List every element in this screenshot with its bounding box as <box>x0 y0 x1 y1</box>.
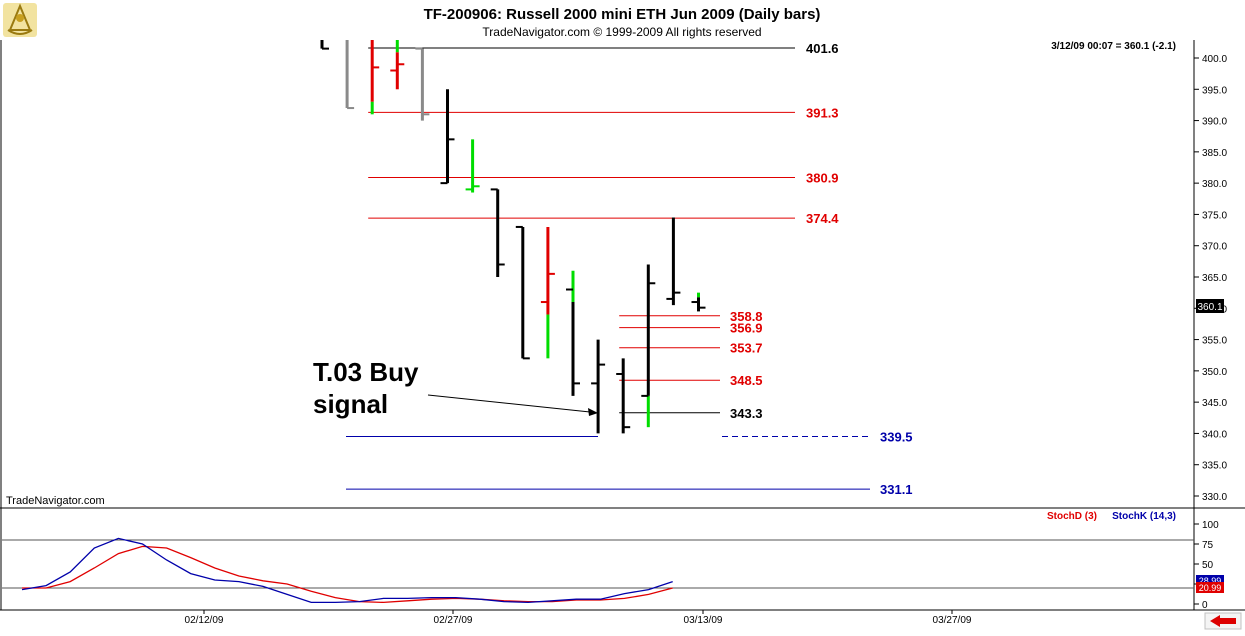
price-axis: 330.0335.0340.0345.0350.0355.0360.0365.0… <box>1194 54 1227 503</box>
stoch-d-marker: 20.99 <box>1196 582 1224 593</box>
ohlc-bar <box>415 47 430 121</box>
ohlc-bar <box>440 89 455 185</box>
date-tick-label: 03/13/09 <box>684 615 723 626</box>
price-tick-label: 375.0 <box>1202 210 1227 221</box>
date-tick-label: 02/27/09 <box>434 615 473 626</box>
stoch-k-line <box>21 537 673 604</box>
stoch-tick-label: 0 <box>1202 600 1208 611</box>
price-bars <box>320 40 706 434</box>
level-label: 391.3 <box>806 105 839 120</box>
price-tick-label: 380.0 <box>1202 179 1227 190</box>
ohlc-bar <box>591 339 606 434</box>
ohlc-bar <box>345 40 355 110</box>
price-tick-label: 385.0 <box>1202 148 1227 159</box>
level-label: 356.9 <box>730 321 763 336</box>
stoch-d-last-label: 20.99 <box>1199 583 1222 593</box>
date-tick-label: 03/27/09 <box>933 615 972 626</box>
level-label: 331.1 <box>880 482 913 497</box>
chart-title: TF-200906: Russell 2000 mini ETH Jun 200… <box>424 6 821 23</box>
level-label: 374.4 <box>806 211 839 226</box>
quote-readout: 3/12/09 00:07 = 360.1 (-2.1) <box>1051 41 1176 52</box>
sextant-logo-icon <box>3 3 37 37</box>
scroll-left-arrow-icon[interactable] <box>1204 612 1242 630</box>
stoch-tick-label: 75 <box>1202 540 1214 551</box>
ohlc-bar <box>566 270 580 396</box>
price-tick-label: 355.0 <box>1202 336 1227 347</box>
level-label: 343.3 <box>730 406 763 421</box>
buy-signal-arrow <box>427 394 598 416</box>
date-axis: 02/12/09 02/27/09 03/13/09 03/27/09 <box>185 610 972 626</box>
copyright-text: TradeNavigator.com © 1999-2009 All right… <box>482 25 761 39</box>
price-tick-label: 330.0 <box>1202 492 1227 503</box>
level-label: 380.9 <box>806 171 839 186</box>
stoch-tick-label: 50 <box>1202 560 1214 571</box>
stoch-k-legend: StochK (14,3) <box>1112 511 1176 522</box>
level-label: 358.8 <box>730 309 763 324</box>
last-price-marker: 360.1 <box>1196 299 1224 313</box>
watermark-text: TradeNavigator.com <box>6 495 105 507</box>
stoch-k-marker: 28.99 <box>1196 575 1224 586</box>
ohlc-bar <box>666 217 681 306</box>
ohlc-bar <box>641 264 656 428</box>
stoch-k-last-label: 28.99 <box>1199 576 1222 586</box>
ohlc-bar <box>691 292 706 312</box>
stoch-d-legend: StochD (3) <box>1047 511 1097 522</box>
ohlc-bar <box>370 40 380 115</box>
level-label: 353.7 <box>730 341 763 356</box>
buy-signal-line1: T.03 Buy <box>313 357 419 387</box>
price-tick-label: 400.0 <box>1202 54 1227 65</box>
level-label: 348.5 <box>730 373 763 388</box>
date-tick-label: 02/12/09 <box>185 615 224 626</box>
price-tick-label: 335.0 <box>1202 461 1227 472</box>
ohlc-bar <box>540 226 555 359</box>
price-tick-label: 370.0 <box>1202 242 1227 253</box>
buy-signal-line2: signal <box>313 389 388 419</box>
price-tick-label: 350.0 <box>1202 367 1227 378</box>
level-label: 401.6 <box>806 41 839 56</box>
ohlc-bar <box>465 139 480 193</box>
ohlc-bar <box>515 225 530 360</box>
ohlc-bar <box>320 40 329 50</box>
level-label: 339.5 <box>880 430 913 445</box>
price-tick-label: 395.0 <box>1202 85 1227 96</box>
ohlc-bar <box>490 188 505 277</box>
ohlc-bar <box>616 358 631 434</box>
price-tick-label: 365.0 <box>1202 273 1227 284</box>
price-tick-label: 390.0 <box>1202 117 1227 128</box>
ohlc-bar <box>390 40 405 90</box>
stoch-lines <box>21 537 673 604</box>
last-price-label: 360.1 <box>1197 302 1222 313</box>
stoch-d-line <box>22 545 673 604</box>
stoch-tick-label: 100 <box>1202 520 1219 531</box>
price-tick-label: 345.0 <box>1202 398 1227 409</box>
price-tick-label: 340.0 <box>1202 429 1227 440</box>
